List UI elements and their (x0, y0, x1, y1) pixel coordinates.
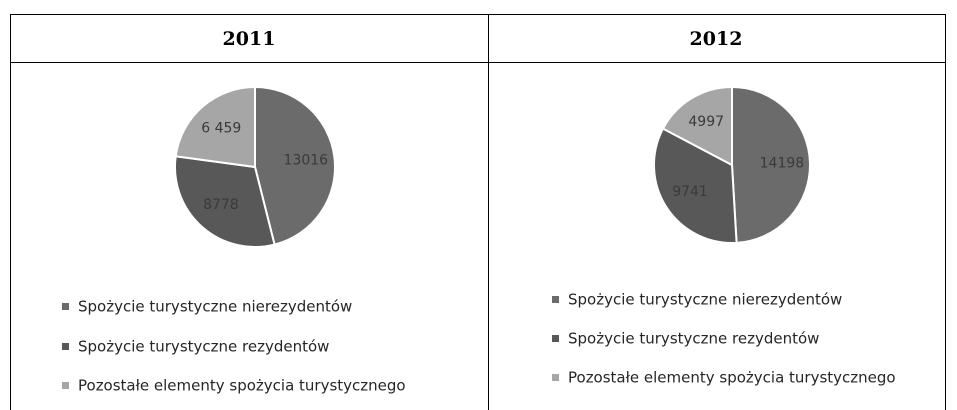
data-label: 8778 (203, 197, 239, 213)
legend-marker (552, 296, 559, 303)
legend-marker (62, 382, 69, 389)
data-label: 13016 (284, 153, 329, 169)
pie-slice (731, 85, 811, 244)
pie-slice (174, 155, 276, 248)
legend-marker (62, 303, 69, 310)
pie-slice (174, 85, 256, 169)
legend-label: Spożycie turystyczne nierezydentów (78, 298, 352, 316)
pie-slice (254, 85, 336, 246)
chart-title: 2011 (223, 28, 276, 50)
chart-title: 2012 (690, 28, 743, 50)
data-label: 4997 (688, 114, 724, 130)
data-label: 6 459 (201, 120, 241, 136)
table-frame (10, 14, 946, 410)
legend-label: Pozostałe elementy spożycia turystyczneg… (568, 369, 896, 387)
legend-marker (62, 343, 69, 350)
data-label: 9741 (672, 184, 708, 200)
pie-slice (661, 85, 733, 167)
legend-marker (552, 335, 559, 342)
legend-marker (552, 374, 559, 381)
data-label: 14198 (760, 156, 805, 172)
legend-label: Spożycie turystyczne rezydentów (568, 330, 819, 348)
legend-label: Spożycie turystyczne rezydentów (78, 338, 329, 356)
legend-label: Pozostałe elementy spożycia turystyczneg… (78, 377, 406, 395)
legend-label: Spożycie turystyczne nierezydentów (568, 291, 842, 309)
